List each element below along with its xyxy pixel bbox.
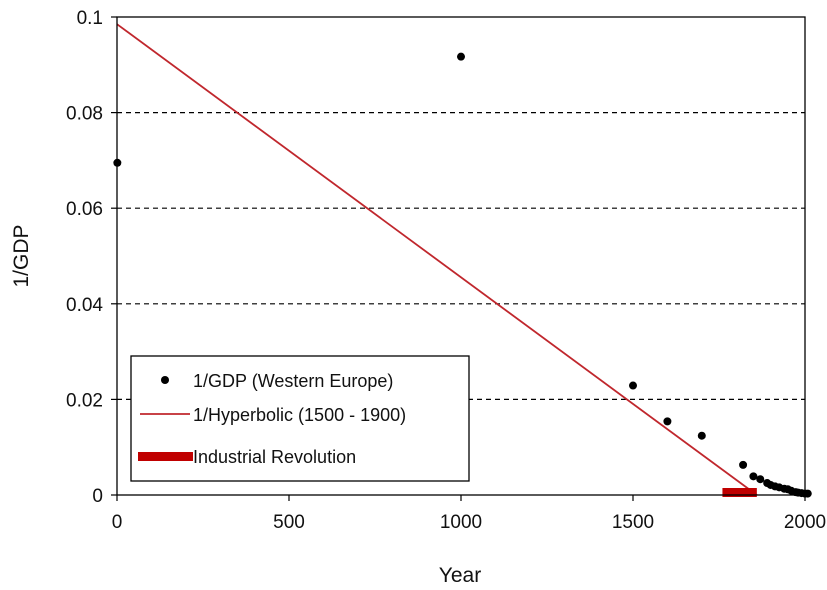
data-point xyxy=(756,475,765,484)
axis-ticks: 0 0.02 0.04 0.06 0.08 0.1 0 500 1000 1500 2000 xyxy=(66,8,826,533)
legend-label-range: Industrial Revolution xyxy=(193,447,356,467)
data-point xyxy=(803,489,812,498)
data-point xyxy=(629,381,637,390)
data-point xyxy=(663,417,672,426)
data-point xyxy=(457,52,465,61)
y-axis-label: 1/GDP xyxy=(10,224,33,287)
legend-label-line: 1/Hyperbolic (1500 - 1900) xyxy=(193,405,406,425)
y-tick-label: 0.08 xyxy=(66,104,103,125)
x-tick-label: 1500 xyxy=(612,512,654,533)
legend-label-points: 1/GDP (Western Europe) xyxy=(193,371,393,391)
y-tick-label: 0 xyxy=(92,486,103,507)
y-tick-label: 0.04 xyxy=(66,295,103,316)
x-tick-label: 0 xyxy=(112,512,123,533)
x-tick-label: 500 xyxy=(273,512,305,533)
hyperbolic-fit-line xyxy=(116,23,758,496)
legend: 1/GDP (Western Europe) 1/Hyperbolic (150… xyxy=(130,355,470,482)
legend-marker-points xyxy=(161,376,169,384)
x-tick-label: 1000 xyxy=(440,512,482,533)
y-tick-label: 0.02 xyxy=(66,390,103,411)
industrial-revolution-bar xyxy=(722,488,757,497)
data-point xyxy=(697,431,706,440)
legend-marker-range xyxy=(138,452,193,461)
plot-series xyxy=(113,23,812,498)
y-tick-label: 0.06 xyxy=(66,199,103,220)
data-point xyxy=(739,460,748,469)
x-tick-label: 2000 xyxy=(784,512,826,533)
y-tick-label: 0.1 xyxy=(77,8,103,29)
x-axis-label: Year xyxy=(439,564,481,587)
data-point xyxy=(749,472,758,481)
